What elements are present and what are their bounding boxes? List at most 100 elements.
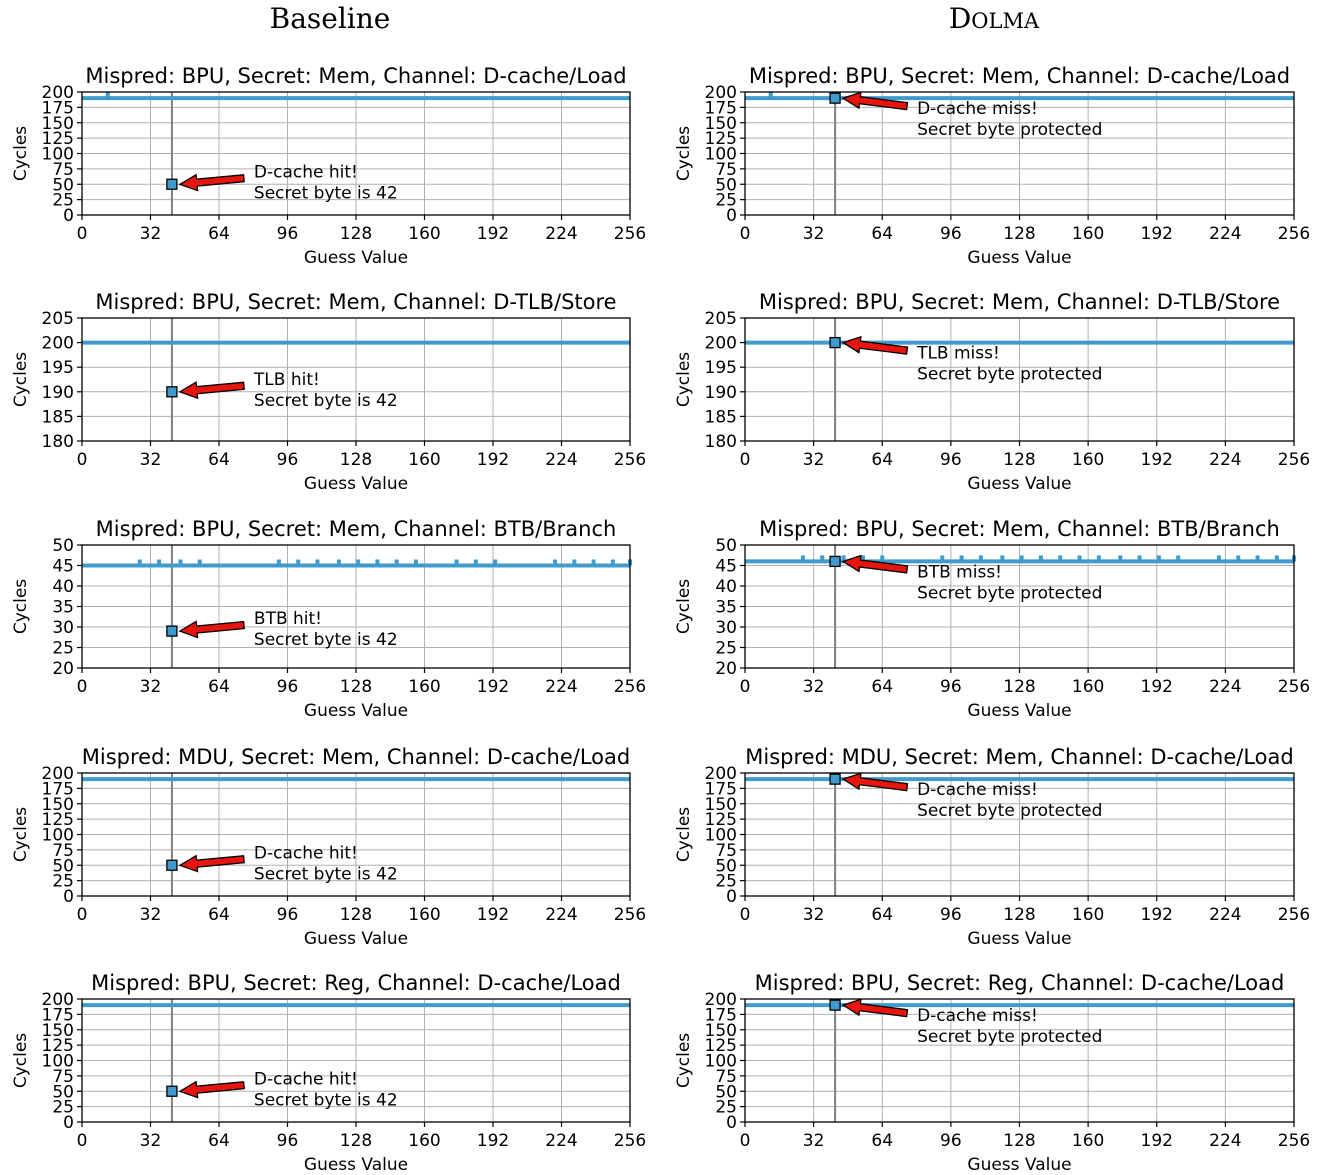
y-tick-label: 175 — [42, 779, 74, 799]
x-tick-label: 128 — [1003, 1131, 1035, 1151]
chart-title: Mispred: BPU, Secret: Mem, Channel: D-ca… — [85, 64, 626, 88]
x-tick-label: 64 — [208, 224, 230, 244]
series-bump — [1274, 555, 1279, 562]
y-tick-label: 40 — [715, 577, 737, 597]
series-bump — [454, 559, 459, 566]
y-tick-label: 175 — [42, 98, 74, 118]
series-bump — [572, 559, 577, 566]
x-tick-label: 224 — [545, 1131, 577, 1151]
series-bump — [1118, 555, 1123, 562]
series-bump — [394, 559, 399, 566]
y-tick-label: 200 — [42, 990, 74, 1010]
y-tick-label: 200 — [705, 764, 737, 784]
series-bump — [610, 559, 615, 566]
x-tick-label: 32 — [140, 677, 162, 697]
chart-panel: Mispred: BPU, Secret: Mem, Channel: D-TL… — [11, 290, 646, 494]
y-tick-label: 200 — [42, 764, 74, 784]
x-tick-label: 32 — [803, 1131, 825, 1151]
x-tick-label: 192 — [477, 224, 509, 244]
annotation-text: TLB hit! — [253, 370, 320, 390]
x-axis-label: Guess Value — [967, 929, 1071, 949]
y-tick-label: 0 — [726, 1113, 737, 1133]
chart-title: Mispred: MDU, Secret: Mem, Channel: D-ca… — [745, 745, 1293, 769]
x-tick-label: 256 — [1278, 677, 1310, 697]
y-tick-label: 75 — [715, 841, 737, 861]
x-tick-label: 32 — [140, 224, 162, 244]
series-bump — [336, 559, 341, 566]
y-tick-label: 25 — [52, 872, 74, 892]
x-tick-label: 192 — [477, 905, 509, 925]
x-tick-label: 32 — [803, 224, 825, 244]
series-bump — [356, 559, 361, 566]
series-bump — [978, 555, 983, 562]
y-tick-label: 25 — [52, 1098, 74, 1118]
series-bump — [1019, 555, 1024, 562]
y-axis-label: Cycles — [674, 1033, 694, 1088]
y-tick-label: 100 — [705, 145, 737, 165]
x-tick-label: 64 — [208, 1131, 230, 1151]
chart-title: Mispred: BPU, Secret: Mem, Channel: D-TL… — [95, 290, 616, 314]
x-tick-label: 128 — [1003, 450, 1035, 470]
x-tick-label: 64 — [208, 677, 230, 697]
x-tick-label: 96 — [940, 677, 962, 697]
x-tick-label: 128 — [340, 450, 372, 470]
secret-point — [166, 178, 178, 190]
x-tick-label: 160 — [1072, 905, 1104, 925]
y-tick-label: 50 — [715, 856, 737, 876]
x-tick-label: 96 — [940, 1131, 962, 1151]
x-tick-label: 96 — [277, 677, 299, 697]
series-bump — [1077, 555, 1082, 562]
series-bump — [276, 559, 281, 566]
x-tick-label: 192 — [1141, 677, 1173, 697]
y-tick-label: 190 — [42, 383, 74, 403]
y-tick-label: 195 — [705, 358, 737, 378]
y-tick-label: 35 — [715, 598, 737, 618]
secret-point — [829, 555, 841, 568]
x-tick-label: 128 — [1003, 905, 1035, 925]
y-tick-label: 125 — [705, 810, 737, 830]
y-tick-label: 75 — [715, 1067, 737, 1087]
chart-panel: Mispred: BPU, Secret: Mem, Channel: D-ca… — [674, 64, 1310, 268]
y-tick-label: 100 — [42, 145, 74, 165]
x-tick-label: 96 — [940, 450, 962, 470]
y-tick-label: 180 — [42, 432, 74, 452]
x-axis-label: Guess Value — [304, 929, 408, 949]
x-tick-label: 224 — [1209, 450, 1241, 470]
series-bump — [841, 555, 846, 562]
series-bump — [1156, 555, 1161, 562]
x-tick-label: 32 — [140, 905, 162, 925]
x-tick-label: 96 — [277, 905, 299, 925]
series-bump — [553, 559, 558, 566]
x-tick-label: 160 — [408, 1131, 440, 1151]
x-tick-label: 224 — [545, 450, 577, 470]
series-bump — [940, 555, 945, 562]
chart-title: Mispred: BPU, Secret: Mem, Channel: D-TL… — [759, 290, 1280, 314]
annotation-text: D-cache miss! — [917, 99, 1038, 119]
x-axis-label: Guess Value — [967, 1155, 1071, 1175]
chart-panel: Mispred: BPU, Secret: Reg, Channel: D-ca… — [11, 971, 646, 1175]
y-tick-label: 100 — [42, 826, 74, 846]
series-bump — [157, 559, 162, 566]
y-tick-label: 100 — [42, 1052, 74, 1072]
series-bump — [1176, 555, 1181, 562]
x-tick-label: 96 — [277, 450, 299, 470]
x-tick-label: 0 — [740, 677, 751, 697]
x-tick-label: 32 — [803, 905, 825, 925]
x-axis-label: Guess Value — [967, 248, 1071, 268]
series-bump — [105, 92, 110, 99]
y-tick-label: 125 — [705, 129, 737, 149]
annotation-arrow — [841, 772, 909, 792]
annotation-text: Secret byte is 42 — [254, 630, 398, 650]
chart-title: Mispred: BPU, Secret: Mem, Channel: D-ca… — [749, 64, 1290, 88]
x-tick-label: 96 — [940, 224, 962, 244]
x-tick-label: 192 — [1141, 905, 1173, 925]
y-tick-label: 35 — [52, 598, 74, 618]
y-tick-label: 75 — [52, 841, 74, 861]
secret-point — [166, 859, 178, 871]
series-bump — [1058, 555, 1063, 562]
y-tick-label: 50 — [52, 1082, 74, 1102]
x-tick-label: 32 — [140, 450, 162, 470]
y-tick-label: 175 — [705, 779, 737, 799]
y-tick-label: 25 — [715, 191, 737, 211]
